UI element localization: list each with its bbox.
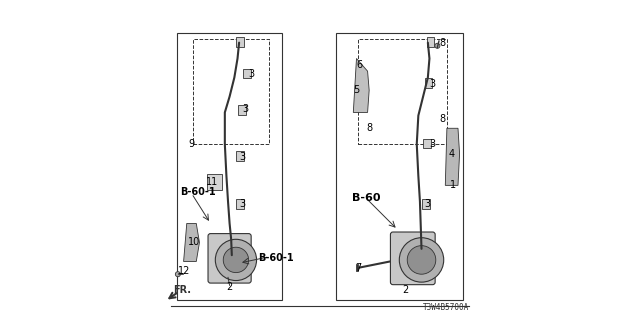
Polygon shape xyxy=(445,128,460,185)
Circle shape xyxy=(175,272,180,277)
Bar xyxy=(425,78,432,88)
Bar xyxy=(236,199,244,209)
Bar xyxy=(177,33,282,300)
Bar xyxy=(207,174,221,190)
Bar xyxy=(236,151,244,161)
Text: 10: 10 xyxy=(188,237,200,247)
Text: 1: 1 xyxy=(450,180,456,190)
Text: 8: 8 xyxy=(439,114,445,124)
Circle shape xyxy=(435,43,440,48)
Bar xyxy=(236,37,244,47)
Circle shape xyxy=(399,238,444,282)
Text: 8: 8 xyxy=(439,38,445,48)
Circle shape xyxy=(223,247,248,273)
Text: 6: 6 xyxy=(356,60,363,70)
Text: FR.: FR. xyxy=(173,285,191,295)
Text: 5: 5 xyxy=(353,85,360,95)
Circle shape xyxy=(215,239,257,281)
Text: 2: 2 xyxy=(227,282,233,292)
Bar xyxy=(193,39,269,144)
Text: 2: 2 xyxy=(403,285,409,295)
Text: 7: 7 xyxy=(355,263,361,273)
Text: 11: 11 xyxy=(206,177,218,187)
Text: 3: 3 xyxy=(429,139,436,149)
Bar xyxy=(358,39,447,144)
Text: 3: 3 xyxy=(425,199,431,209)
Bar xyxy=(427,37,434,47)
FancyBboxPatch shape xyxy=(208,234,251,283)
Bar xyxy=(424,139,431,148)
Bar xyxy=(422,199,430,209)
Text: B-60: B-60 xyxy=(352,193,380,203)
Text: B-60-1: B-60-1 xyxy=(180,187,216,197)
Text: 3: 3 xyxy=(429,79,436,89)
Text: 3: 3 xyxy=(248,69,255,79)
Bar xyxy=(239,105,246,115)
Circle shape xyxy=(407,246,436,274)
Text: 3: 3 xyxy=(239,152,245,162)
Bar xyxy=(336,33,463,300)
Text: 3: 3 xyxy=(243,104,248,114)
Text: 8: 8 xyxy=(366,123,372,133)
Polygon shape xyxy=(353,59,369,112)
Text: T3W4B5700A: T3W4B5700A xyxy=(423,303,469,312)
Text: 3: 3 xyxy=(239,199,245,209)
Text: B-60-1: B-60-1 xyxy=(258,253,294,263)
FancyBboxPatch shape xyxy=(390,232,435,285)
Text: 12: 12 xyxy=(178,266,190,276)
Polygon shape xyxy=(184,223,200,261)
Bar xyxy=(243,69,251,78)
Text: 9: 9 xyxy=(188,139,195,149)
Text: 4: 4 xyxy=(449,149,454,159)
